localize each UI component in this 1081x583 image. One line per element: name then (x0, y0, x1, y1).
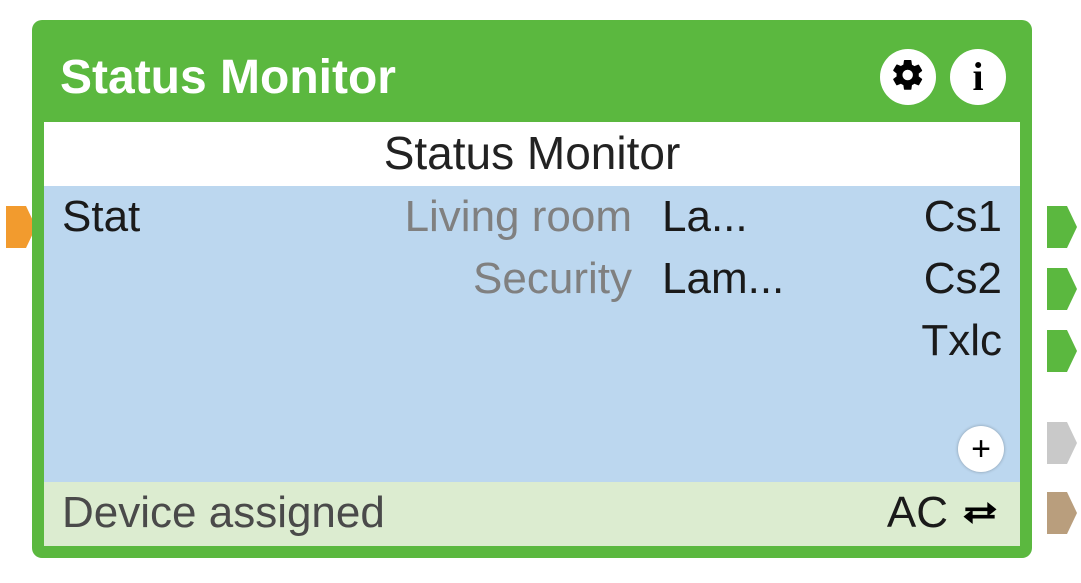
input-label: Stat (62, 192, 222, 242)
output-port-device[interactable] (1047, 492, 1077, 534)
output-label: Cs2 (862, 254, 1002, 304)
block-body: Stat Living room La... Cs1 Security Lam.… (44, 186, 1020, 482)
status-row: Stat Living room La... Cs1 (44, 192, 1020, 254)
room-label: Security (222, 254, 662, 304)
swap-device-button[interactable] (958, 491, 1002, 535)
plus-icon: + (971, 430, 991, 468)
info-icon: i (972, 57, 983, 97)
room-label: Living room (222, 192, 662, 242)
gear-icon (890, 57, 926, 98)
output-port-txlc[interactable] (1047, 330, 1077, 372)
block-title: Status Monitor (60, 50, 880, 105)
status-monitor-block[interactable]: Status Monitor i Status Monitor Stat Liv… (32, 20, 1032, 558)
output-port-cs1[interactable] (1047, 206, 1077, 248)
canvas: Status Monitor i Status Monitor Stat Liv… (0, 0, 1081, 583)
block-header[interactable]: Status Monitor i (44, 32, 1020, 122)
status-row: Txlc (44, 316, 1020, 378)
device-label: Lam... (662, 254, 862, 304)
device-assigned-label: Device assigned (62, 488, 887, 538)
add-output-button[interactable]: + (958, 426, 1004, 472)
status-row: Security Lam... Cs2 (44, 254, 1020, 316)
block-footer: Device assigned AC (44, 482, 1020, 546)
output-port-add[interactable] (1047, 422, 1077, 464)
swap-icon (958, 491, 1002, 535)
settings-button[interactable] (880, 49, 936, 105)
info-button[interactable]: i (950, 49, 1006, 105)
output-port-cs2[interactable] (1047, 268, 1077, 310)
block-subtitle: Status Monitor (44, 122, 1020, 186)
output-label: Txlc (862, 316, 1002, 366)
assigned-device-name: AC (887, 488, 948, 538)
output-label: Cs1 (862, 192, 1002, 242)
header-buttons: i (880, 49, 1006, 105)
device-label: La... (662, 192, 862, 242)
